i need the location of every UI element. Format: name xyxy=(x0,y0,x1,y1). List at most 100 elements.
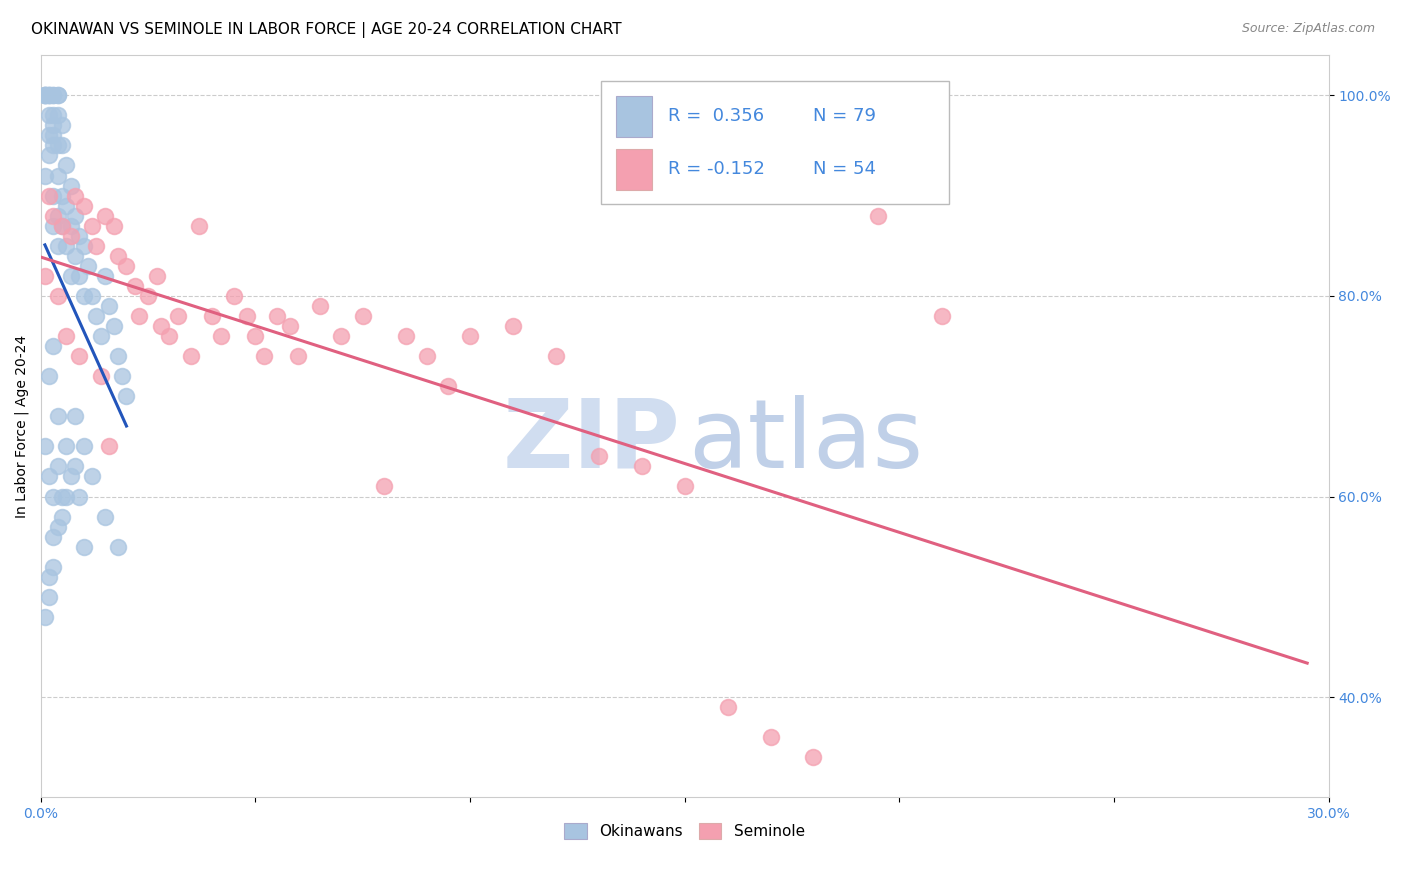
Point xyxy=(394,329,416,343)
Point xyxy=(59,228,82,243)
Point xyxy=(308,299,330,313)
Point xyxy=(34,169,56,183)
Bar xyxy=(616,150,652,190)
Point xyxy=(42,119,65,133)
Point xyxy=(51,138,73,153)
Point xyxy=(673,479,696,493)
Point xyxy=(82,219,104,233)
Point xyxy=(42,88,65,103)
Text: atlas: atlas xyxy=(689,394,924,488)
Point xyxy=(59,268,82,283)
Point xyxy=(128,309,150,323)
Point xyxy=(72,199,94,213)
Point xyxy=(46,88,69,103)
Point xyxy=(38,188,60,202)
FancyBboxPatch shape xyxy=(600,81,949,203)
Point xyxy=(330,329,353,343)
Point xyxy=(34,88,56,103)
Point xyxy=(86,309,108,323)
Point xyxy=(759,731,782,745)
Point xyxy=(67,349,90,363)
Point xyxy=(46,238,69,252)
Point xyxy=(103,318,125,333)
Point xyxy=(502,318,524,333)
Point xyxy=(266,309,288,323)
Point xyxy=(63,209,86,223)
Point xyxy=(46,289,69,303)
Point xyxy=(38,88,60,103)
Point xyxy=(107,349,129,363)
Text: Source: ZipAtlas.com: Source: ZipAtlas.com xyxy=(1241,22,1375,36)
Point xyxy=(51,119,73,133)
Text: R =  0.356: R = 0.356 xyxy=(668,107,763,125)
Point xyxy=(63,459,86,474)
Point xyxy=(111,369,134,384)
Point xyxy=(42,490,65,504)
Point xyxy=(287,349,309,363)
Point xyxy=(278,318,301,333)
Point xyxy=(115,259,138,273)
Point xyxy=(34,268,56,283)
Point xyxy=(63,409,86,424)
Point xyxy=(42,559,65,574)
Point xyxy=(34,88,56,103)
Bar xyxy=(616,96,652,136)
Point xyxy=(51,219,73,233)
Point xyxy=(157,329,180,343)
Point xyxy=(544,349,567,363)
Point xyxy=(59,469,82,483)
Point xyxy=(38,148,60,162)
Point xyxy=(63,249,86,263)
Point xyxy=(59,219,82,233)
Point xyxy=(72,238,94,252)
Point xyxy=(38,369,60,384)
Point xyxy=(94,268,117,283)
Point xyxy=(352,309,374,323)
Text: R = -0.152: R = -0.152 xyxy=(668,161,765,178)
Point xyxy=(42,339,65,353)
Point xyxy=(222,289,245,303)
Point xyxy=(67,268,90,283)
Point xyxy=(42,138,65,153)
Point xyxy=(136,289,159,303)
Point xyxy=(107,540,129,554)
Point xyxy=(149,318,172,333)
Point xyxy=(59,178,82,193)
Point xyxy=(42,209,65,223)
Point xyxy=(373,479,395,493)
Point xyxy=(38,469,60,483)
Text: N = 54: N = 54 xyxy=(814,161,876,178)
Point xyxy=(38,88,60,103)
Point xyxy=(34,88,56,103)
Point xyxy=(82,289,104,303)
Point xyxy=(90,329,112,343)
Point xyxy=(34,610,56,624)
Point xyxy=(55,199,77,213)
Point xyxy=(94,509,117,524)
Point xyxy=(42,88,65,103)
Point xyxy=(51,490,73,504)
Point xyxy=(51,219,73,233)
Point xyxy=(38,570,60,584)
Point xyxy=(124,278,146,293)
Text: ZIP: ZIP xyxy=(503,394,681,488)
Point xyxy=(86,238,108,252)
Point xyxy=(42,128,65,143)
Point xyxy=(46,409,69,424)
Point xyxy=(38,590,60,604)
Point xyxy=(51,188,73,202)
Point xyxy=(82,469,104,483)
Point xyxy=(46,459,69,474)
Point xyxy=(931,309,953,323)
Point xyxy=(55,238,77,252)
Point xyxy=(103,219,125,233)
Point xyxy=(38,128,60,143)
Point xyxy=(235,309,257,323)
Point xyxy=(253,349,276,363)
Point xyxy=(145,268,167,283)
Point xyxy=(42,108,65,122)
Point xyxy=(51,509,73,524)
Point xyxy=(458,329,481,343)
Point xyxy=(245,329,267,343)
Point xyxy=(803,750,825,764)
